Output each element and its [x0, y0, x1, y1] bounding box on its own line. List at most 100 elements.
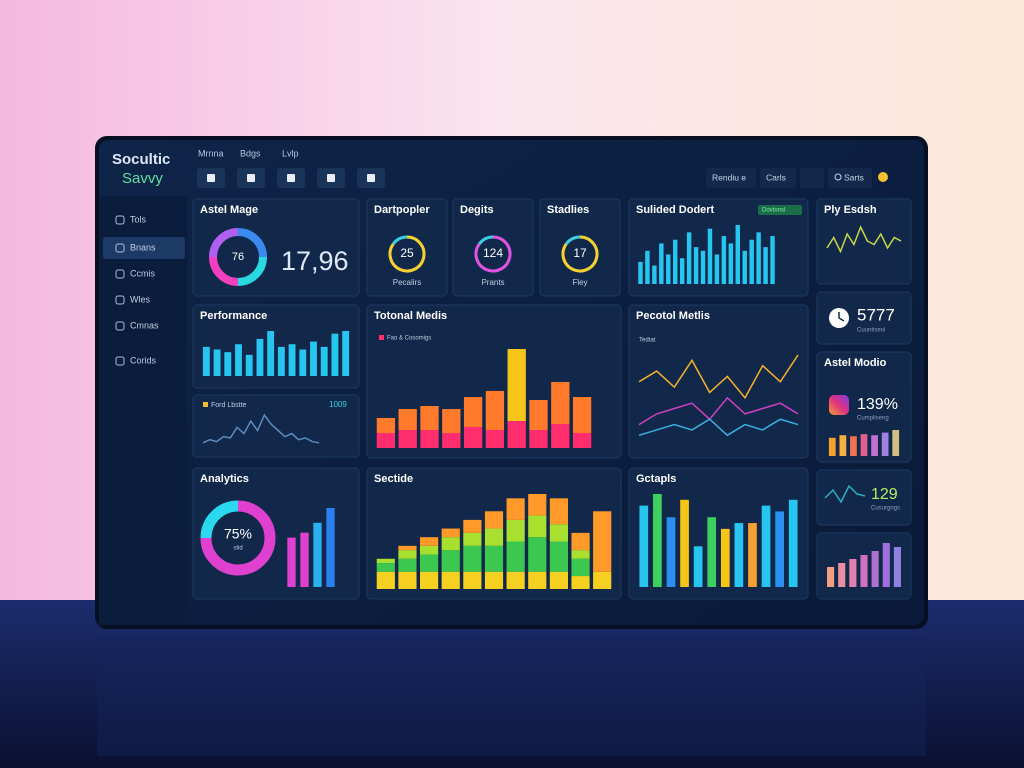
- badge: [758, 205, 802, 215]
- icon-glyph: [287, 174, 295, 182]
- bar-segment: [398, 558, 417, 572]
- sidebar-icon: [115, 243, 125, 253]
- bar-segment: [485, 391, 505, 430]
- gauge-ring: [565, 235, 581, 245]
- panel-title: Stadlies: [547, 204, 589, 216]
- clock-hands: [838, 312, 845, 322]
- panel: [192, 198, 360, 297]
- bar: [213, 349, 221, 376]
- bar: [756, 232, 761, 284]
- bar: [720, 528, 730, 587]
- sidebar-icon: [115, 321, 125, 331]
- sidebar-active: [103, 237, 185, 259]
- toolbar-button[interactable]: [828, 168, 872, 188]
- sidebar: [99, 196, 187, 625]
- bar: [828, 437, 836, 456]
- toolbar-button[interactable]: [800, 168, 824, 188]
- stat-caption: Cuuntiseol: [857, 328, 885, 334]
- bar-segment: [549, 541, 568, 572]
- panel: [539, 198, 621, 297]
- line: [824, 484, 866, 504]
- bar-segment: [506, 571, 525, 589]
- bar-segment: [485, 430, 505, 448]
- toolbar-button[interactable]: [760, 168, 796, 188]
- donut-segment: [208, 256, 239, 286]
- bar-segment: [528, 537, 547, 572]
- panel-title: Gctapls: [636, 473, 676, 485]
- bar-segment: [506, 541, 525, 572]
- menu-item: Bdgs: [240, 148, 261, 158]
- panel-title: Analytics: [200, 473, 249, 485]
- bar: [653, 494, 662, 587]
- badge-label: Dovtonsl: [762, 208, 785, 214]
- icon-glyph: [367, 174, 375, 182]
- bar: [320, 346, 328, 376]
- legend-label: Fao & Cosomigs: [387, 336, 431, 342]
- sidebar-icon: [115, 356, 125, 366]
- bar-segment: [549, 571, 568, 589]
- legend-swatch: [379, 335, 384, 340]
- bar-segment: [376, 563, 395, 572]
- bar-segment: [572, 433, 592, 448]
- bar: [882, 543, 890, 587]
- bar-segment: [420, 554, 439, 572]
- bar-segment: [571, 576, 590, 589]
- bar-segment: [463, 571, 482, 589]
- gauge-value: 25: [400, 246, 414, 260]
- panel-title: Astel Mage: [200, 204, 258, 216]
- bar: [326, 508, 335, 587]
- stat-caption: Cumpliseng: [857, 416, 889, 422]
- panel: [628, 304, 809, 459]
- bar: [707, 517, 717, 587]
- toolbar-button[interactable]: [706, 168, 756, 188]
- gauge-value: 17: [573, 246, 587, 260]
- bar: [775, 511, 784, 587]
- gauge-ring: [392, 235, 408, 245]
- bar-segment: [441, 571, 460, 589]
- bar-segment: [441, 528, 460, 538]
- gauge-ring: [561, 235, 599, 273]
- reflection: [97, 636, 926, 756]
- bar: [287, 537, 296, 587]
- bar: [693, 247, 699, 284]
- bar-segment: [593, 571, 612, 589]
- bar-segment: [593, 511, 612, 572]
- icon-glyph: [207, 174, 215, 182]
- bar-segment: [398, 409, 417, 430]
- bar-segment: [507, 421, 526, 448]
- bar: [770, 236, 775, 284]
- bar: [256, 338, 264, 376]
- bar: [235, 344, 242, 376]
- bar: [313, 522, 322, 587]
- sidebar-item: Bnans: [130, 242, 156, 252]
- bar: [299, 349, 307, 376]
- bar-segment: [484, 571, 504, 589]
- line: [638, 418, 799, 437]
- avatar[interactable]: [878, 172, 888, 182]
- bar: [871, 551, 879, 587]
- bar: [827, 567, 835, 587]
- bar-segment: [528, 494, 547, 516]
- bar: [202, 346, 210, 376]
- sidebar-item: Corids: [130, 355, 157, 365]
- bar-segment: [441, 550, 460, 572]
- bar: [300, 532, 309, 587]
- stat-caption: Cusurgngs: [871, 506, 900, 512]
- bar: [850, 436, 857, 456]
- stat-value: 139%: [857, 396, 898, 413]
- panel: [816, 291, 912, 345]
- bar: [860, 555, 868, 587]
- bar: [881, 432, 889, 456]
- bar-segment: [528, 571, 547, 589]
- bar: [871, 435, 878, 456]
- bar-segment: [484, 528, 504, 546]
- sidebar-icon: [115, 295, 125, 305]
- donut-caption: stid: [233, 546, 242, 552]
- bar: [849, 559, 857, 587]
- panel: [816, 469, 912, 526]
- panel-title: Sectide: [374, 473, 413, 485]
- gauge-caption: Pecalirs: [393, 278, 421, 287]
- panel-title: Pecotol Metlis: [636, 310, 710, 322]
- sidebar-icon: [115, 215, 125, 225]
- bar-segment: [463, 519, 482, 533]
